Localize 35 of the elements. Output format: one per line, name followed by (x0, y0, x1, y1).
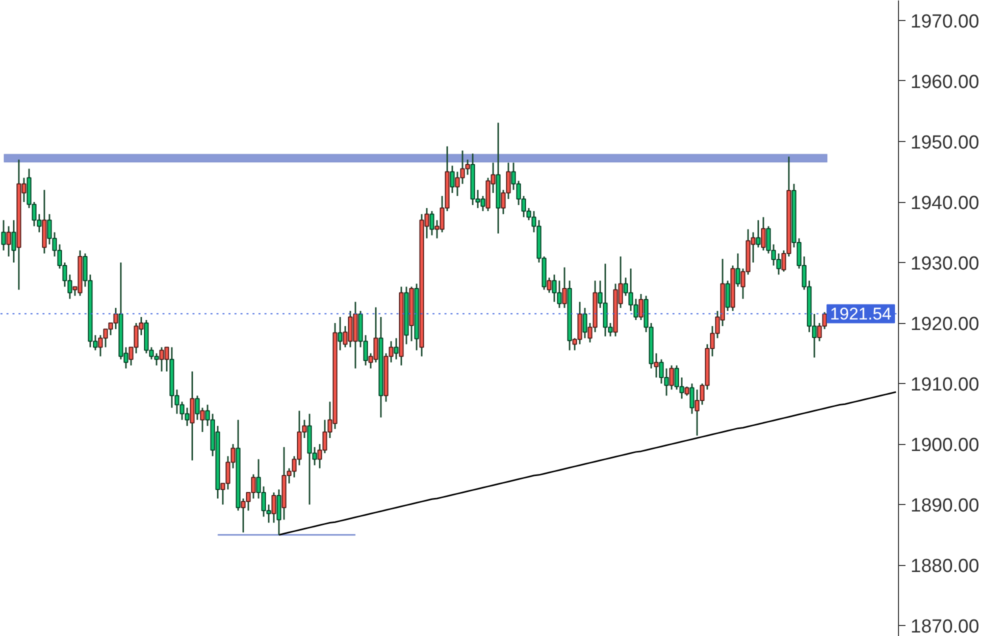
candlestick (195, 394, 200, 421)
candlestick (684, 386, 690, 396)
candlestick (450, 164, 455, 194)
candlestick (430, 210, 434, 236)
y-tick-label: 1920.00 (910, 314, 980, 336)
candlestick (11, 219, 16, 264)
candlestick (582, 307, 588, 339)
candlestick (638, 293, 644, 321)
candlestick (271, 492, 276, 524)
y-tick-label: 1910.00 (910, 374, 980, 396)
candlestick (690, 382, 694, 415)
y-tick-label: 1890.00 (910, 496, 980, 517)
y-tick-label: 1950.00 (910, 132, 980, 154)
candlestick (725, 280, 730, 312)
candlestick (394, 337, 399, 360)
ref-line-label: 1921.54 (830, 304, 892, 324)
candlestick (761, 216, 766, 252)
candlestick (1, 219, 6, 252)
y-tick-label: 1970.00 (910, 11, 980, 32)
line-series (278, 391, 897, 536)
candlestick (736, 252, 740, 288)
candlestick (6, 225, 11, 258)
y-tick-label: 1940.00 (910, 193, 980, 214)
candlestick (338, 316, 342, 352)
candlestick (669, 364, 674, 390)
candlestick (200, 407, 205, 433)
candlestick (756, 219, 761, 248)
y-tick-label: 1870.00 (910, 616, 980, 636)
y-tick-label: 1900.00 (910, 435, 980, 456)
candlestick (562, 266, 567, 309)
y-tick-label: 1960.00 (910, 72, 980, 93)
candlestick (654, 352, 659, 378)
y-tick-label: 1880.00 (910, 556, 980, 578)
y-tick-label: 1930.00 (910, 254, 980, 275)
candlestick (546, 276, 552, 294)
